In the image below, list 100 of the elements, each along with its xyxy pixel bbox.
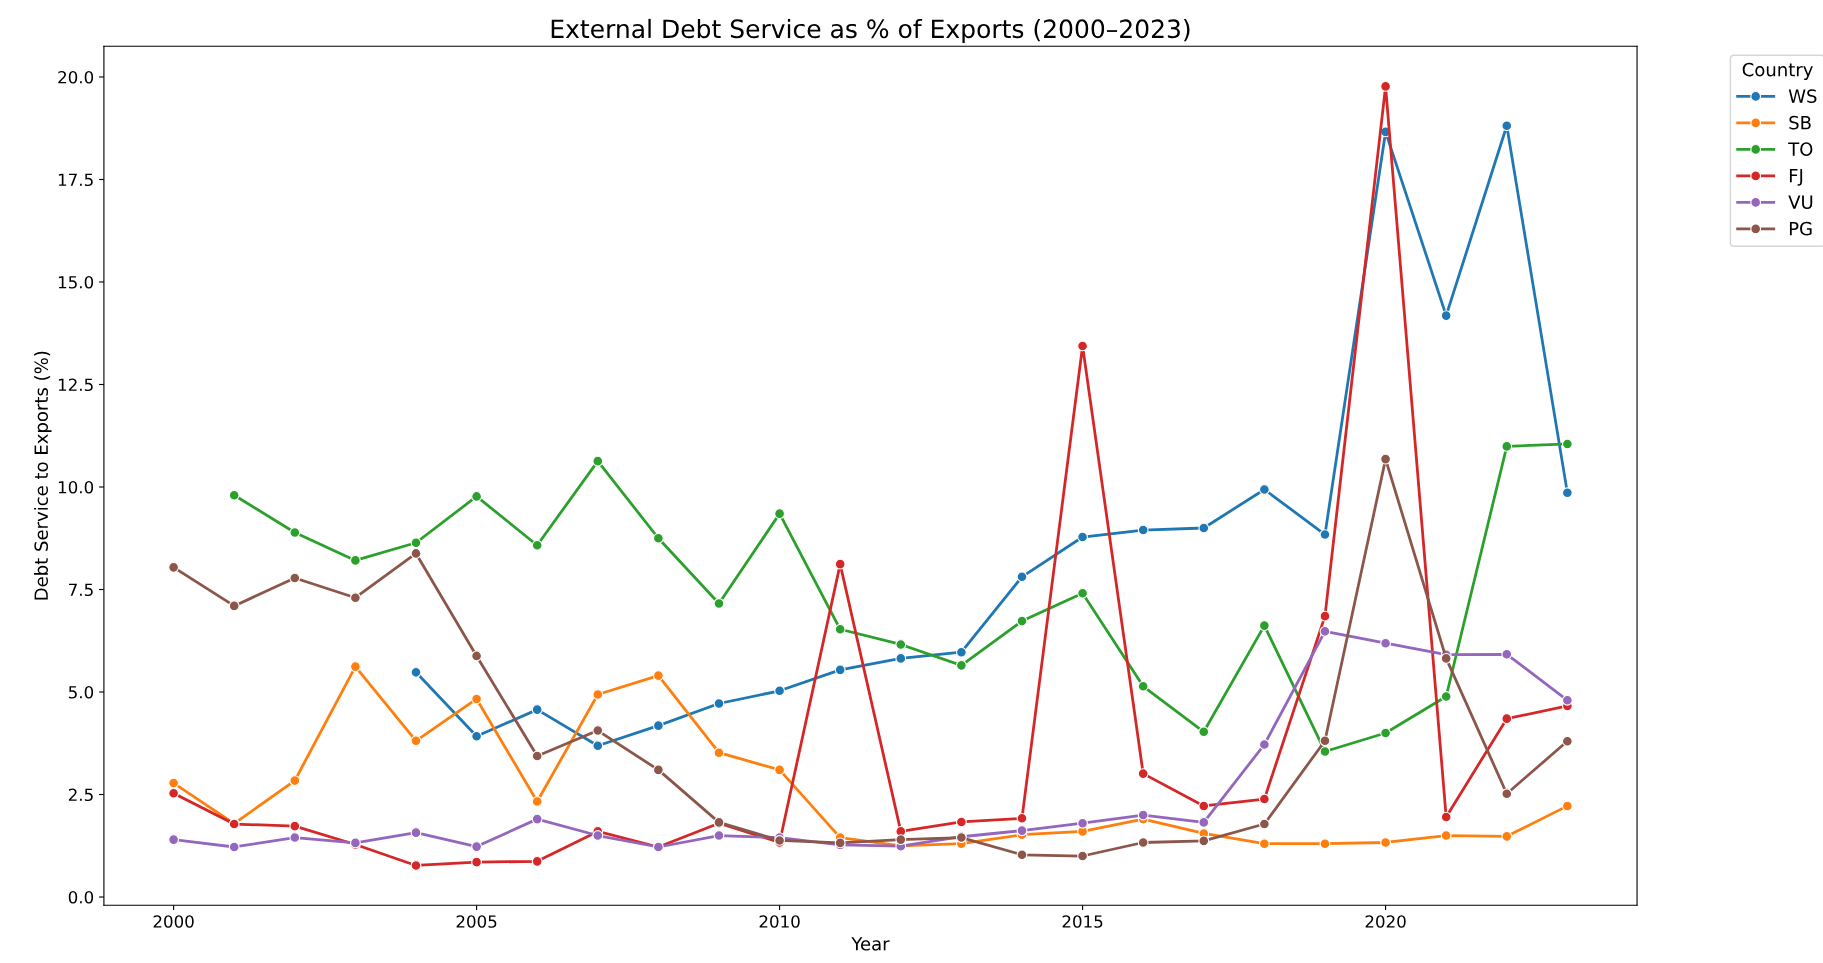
point bbox=[1501, 713, 1513, 725]
point bbox=[1258, 838, 1270, 850]
point bbox=[1258, 620, 1270, 632]
y-tick-label: 5.0 bbox=[68, 685, 94, 699]
x-axis-title: Year bbox=[851, 937, 890, 951]
point bbox=[410, 537, 422, 549]
point bbox=[1258, 818, 1270, 830]
point bbox=[834, 664, 846, 676]
point bbox=[713, 698, 725, 709]
point bbox=[471, 693, 483, 705]
point bbox=[1319, 746, 1331, 757]
x-tick-label: 2020 bbox=[1365, 915, 1406, 928]
point bbox=[228, 489, 240, 501]
point bbox=[895, 652, 907, 664]
point bbox=[713, 830, 725, 841]
point bbox=[1258, 739, 1270, 750]
x-tick-label: 2005 bbox=[456, 915, 497, 928]
point bbox=[1137, 680, 1149, 692]
point bbox=[955, 659, 967, 671]
point bbox=[1016, 615, 1028, 627]
point bbox=[1561, 800, 1573, 812]
point bbox=[1501, 788, 1513, 800]
point bbox=[471, 650, 483, 662]
point bbox=[1440, 811, 1452, 823]
point bbox=[1380, 80, 1391, 92]
point bbox=[1077, 531, 1088, 543]
point bbox=[168, 777, 180, 789]
point bbox=[471, 491, 483, 502]
point bbox=[955, 816, 967, 828]
point bbox=[1258, 793, 1270, 805]
point bbox=[834, 558, 846, 570]
point bbox=[531, 813, 543, 825]
point bbox=[1561, 487, 1573, 499]
point bbox=[1198, 816, 1210, 828]
point bbox=[834, 623, 846, 635]
legend-label: WS bbox=[1788, 89, 1817, 103]
x-tick-label: 2015 bbox=[1062, 915, 1103, 928]
point bbox=[410, 548, 422, 559]
point bbox=[1077, 850, 1088, 862]
point bbox=[349, 554, 361, 566]
point bbox=[1501, 120, 1513, 132]
point bbox=[531, 855, 543, 867]
point bbox=[471, 730, 483, 742]
point bbox=[531, 750, 543, 762]
point bbox=[1380, 727, 1391, 739]
point bbox=[1501, 648, 1513, 660]
point bbox=[228, 600, 240, 612]
legend-label: FJ bbox=[1789, 169, 1803, 186]
point bbox=[228, 841, 240, 853]
y-tick-label: 7.5 bbox=[69, 583, 93, 597]
point bbox=[410, 860, 422, 871]
point bbox=[531, 539, 543, 551]
point bbox=[1501, 440, 1513, 452]
point bbox=[1258, 484, 1270, 495]
point bbox=[713, 598, 725, 609]
point bbox=[1440, 691, 1452, 702]
point bbox=[289, 832, 301, 843]
point bbox=[774, 508, 786, 520]
point bbox=[410, 666, 422, 678]
point bbox=[1198, 726, 1210, 738]
point bbox=[652, 670, 664, 682]
point bbox=[1077, 587, 1088, 599]
point bbox=[168, 787, 180, 799]
point bbox=[168, 561, 180, 573]
point bbox=[652, 720, 664, 732]
legend-label: VU bbox=[1788, 195, 1813, 209]
point bbox=[1137, 809, 1149, 821]
point bbox=[1016, 571, 1028, 583]
point bbox=[592, 740, 604, 752]
point bbox=[895, 639, 907, 650]
point bbox=[1016, 825, 1028, 837]
point bbox=[349, 592, 361, 604]
point bbox=[1561, 735, 1573, 747]
point bbox=[1380, 837, 1391, 848]
point bbox=[592, 830, 604, 841]
legend-label: PG bbox=[1789, 221, 1812, 236]
legend-label: TO bbox=[1788, 142, 1813, 156]
y-tick-label: 2.5 bbox=[68, 788, 93, 802]
legend-title: Country bbox=[1742, 62, 1813, 80]
point bbox=[531, 796, 543, 807]
point bbox=[289, 820, 301, 832]
point bbox=[1561, 694, 1573, 706]
x-tick-label: 2010 bbox=[759, 915, 800, 928]
point bbox=[1198, 835, 1210, 847]
point bbox=[1077, 817, 1088, 829]
chart-title: External Debt Service as % of Exports (2000–2023) bbox=[551, 18, 1190, 44]
point bbox=[1137, 524, 1149, 536]
y-tick-label: 10.0 bbox=[58, 480, 94, 494]
point bbox=[1561, 438, 1573, 450]
point bbox=[1380, 453, 1391, 465]
point bbox=[713, 747, 725, 759]
point bbox=[1137, 837, 1149, 848]
point bbox=[955, 646, 967, 658]
point bbox=[1077, 340, 1088, 352]
point bbox=[774, 764, 786, 776]
y-axis-title: Debt Service to Exports (%) bbox=[34, 351, 52, 600]
y-tick-label: 20.0 bbox=[58, 70, 94, 84]
point bbox=[1319, 838, 1331, 850]
point bbox=[289, 527, 301, 538]
y-tick-label: 0.0 bbox=[68, 890, 94, 904]
